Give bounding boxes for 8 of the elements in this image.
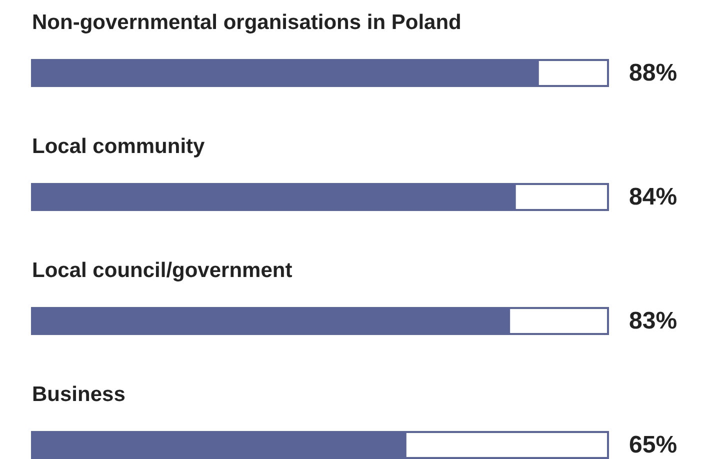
y-tick-label: Local community [32, 135, 206, 158]
y-tick-label: Business [32, 383, 126, 406]
data-label: 88% [629, 60, 678, 86]
y-tick-label: Non-governmental organisations in Poland [32, 11, 462, 34]
data-label: 84% [629, 184, 678, 210]
y-tick-label: Local council/government [32, 259, 292, 282]
data-label: 83% [629, 308, 678, 334]
data-label: 65% [629, 432, 678, 458]
